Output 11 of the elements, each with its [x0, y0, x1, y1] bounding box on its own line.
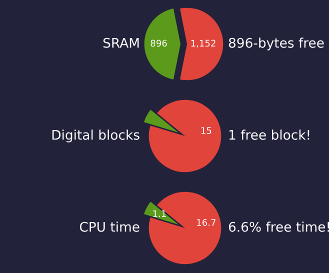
text: Digital blocks	[52, 130, 140, 142]
data-label: 15	[201, 127, 212, 134]
text: 6.6% free time!	[228, 222, 329, 232]
data-label: 16.7	[197, 219, 216, 226]
data-label: 1,152	[191, 40, 216, 48]
text: 1 free block!	[229, 130, 310, 140]
text: 896-bytes free	[228, 38, 324, 50]
text: CPU time	[80, 222, 140, 232]
data-label: 1.1	[153, 210, 166, 217]
data-label: 896	[150, 40, 167, 47]
text: SRAM	[103, 38, 139, 48]
